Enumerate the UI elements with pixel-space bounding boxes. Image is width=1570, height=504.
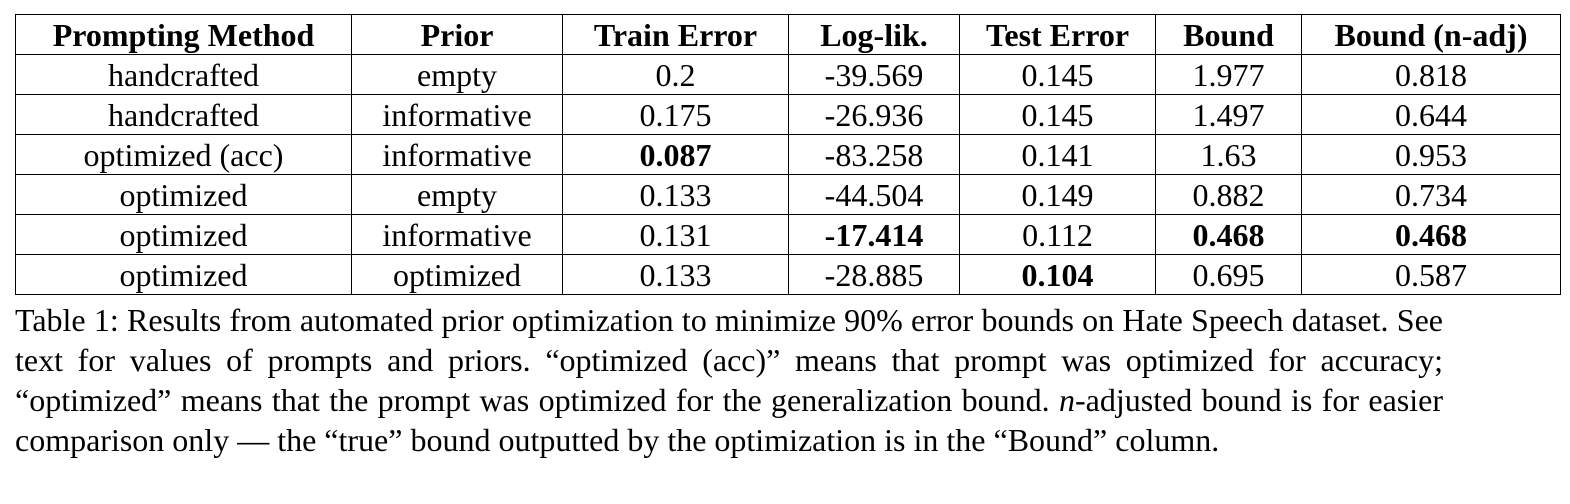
header-cell: Bound (n-adj) xyxy=(1301,14,1561,55)
table-cell: 0.133 xyxy=(562,174,789,215)
table-cell: handcrafted xyxy=(15,94,352,135)
table-cell: optimized xyxy=(351,254,563,295)
table-cell: informative xyxy=(351,214,563,255)
results-table: Prompting Method Prior Train Error Log-lik.… xyxy=(15,14,1561,295)
table-cell: 0.133 xyxy=(562,254,789,295)
header-cell: Log-lik. xyxy=(788,14,960,55)
header-row: Prompting Method Prior Train Error Log-lik.… xyxy=(15,14,1561,55)
table-cell: 0.141 xyxy=(959,134,1156,175)
header-cell: Prompting Method xyxy=(15,14,352,55)
table-cell: 0.2 xyxy=(562,54,789,95)
table-cell: 0.882 xyxy=(1155,174,1302,215)
table-cell: -39.569 xyxy=(788,54,960,95)
table-cell: optimized xyxy=(15,254,352,295)
table-cell: 0.175 xyxy=(562,94,789,135)
table-cell: 0.149 xyxy=(959,174,1156,215)
table-row: optimized empty 0.133 -44.504 0.149 0.882 0.73… xyxy=(15,174,1561,215)
table-row: handcrafted empty 0.2 -39.569 0.145 1.977 0.81… xyxy=(15,54,1561,95)
header-cell: Train Error xyxy=(562,14,789,55)
table-cell: 0.145 xyxy=(959,54,1156,95)
table-cell: empty xyxy=(351,54,563,95)
table-cell: handcrafted xyxy=(15,54,352,95)
table-row: handcrafted informative 0.175 -26.936 0.145 1… xyxy=(15,94,1561,135)
table-cell: 0.104 xyxy=(959,254,1156,295)
table-cell: informative xyxy=(351,94,563,135)
caption-text: Table 1: Results from automated prior op… xyxy=(15,302,1443,418)
table-cell: 0.587 xyxy=(1301,254,1561,295)
table-cell: 0.644 xyxy=(1301,94,1561,135)
header-cell: Bound xyxy=(1155,14,1302,55)
table-cell: informative xyxy=(351,134,563,175)
caption-text: n xyxy=(1059,382,1075,418)
table-body: handcrafted empty 0.2 -39.569 0.145 1.977 0.81… xyxy=(15,54,1561,295)
table-cell: 0.734 xyxy=(1301,174,1561,215)
table-cell: empty xyxy=(351,174,563,215)
table-cell: -17.414 xyxy=(788,214,960,255)
table-row: optimized informative 0.131 -17.414 0.112 0.4… xyxy=(15,214,1561,255)
table-cell: 0.818 xyxy=(1301,54,1561,95)
caption-text: -adjusted bound is for easier comparison… xyxy=(15,382,1444,458)
table-cell: optimized xyxy=(15,174,352,215)
caption: Table 1: Results from automated prior op… xyxy=(15,300,1443,460)
table-cell: -83.258 xyxy=(788,134,960,175)
table-cell: 1.63 xyxy=(1155,134,1302,175)
header-cell: Prior xyxy=(351,14,563,55)
table-cell: 0.468 xyxy=(1155,214,1302,255)
table-cell: 1.977 xyxy=(1155,54,1302,95)
table-row: optimized (acc) informative 0.087 -83.258 0.… xyxy=(15,134,1561,175)
table-cell: -26.936 xyxy=(788,94,960,135)
table-cell: -28.885 xyxy=(788,254,960,295)
table-cell: 0.695 xyxy=(1155,254,1302,295)
table-cell: 0.131 xyxy=(562,214,789,255)
table-cell: 0.087 xyxy=(562,134,789,175)
table-cell: 0.468 xyxy=(1301,214,1561,255)
table-cell: 1.497 xyxy=(1155,94,1302,135)
table-wrap: Prompting Method Prior Train Error Log-lik.… xyxy=(15,14,1561,295)
table-cell: -44.504 xyxy=(788,174,960,215)
table-cell: optimized xyxy=(15,214,352,255)
header-cell: Test Error xyxy=(959,14,1156,55)
table-row: optimized optimized 0.133 -28.885 0.104 0.695… xyxy=(15,254,1561,295)
table-cell: 0.145 xyxy=(959,94,1156,135)
table-cell: 0.112 xyxy=(959,214,1156,255)
table-cell: 0.953 xyxy=(1301,134,1561,175)
table-cell: optimized (acc) xyxy=(15,134,352,175)
